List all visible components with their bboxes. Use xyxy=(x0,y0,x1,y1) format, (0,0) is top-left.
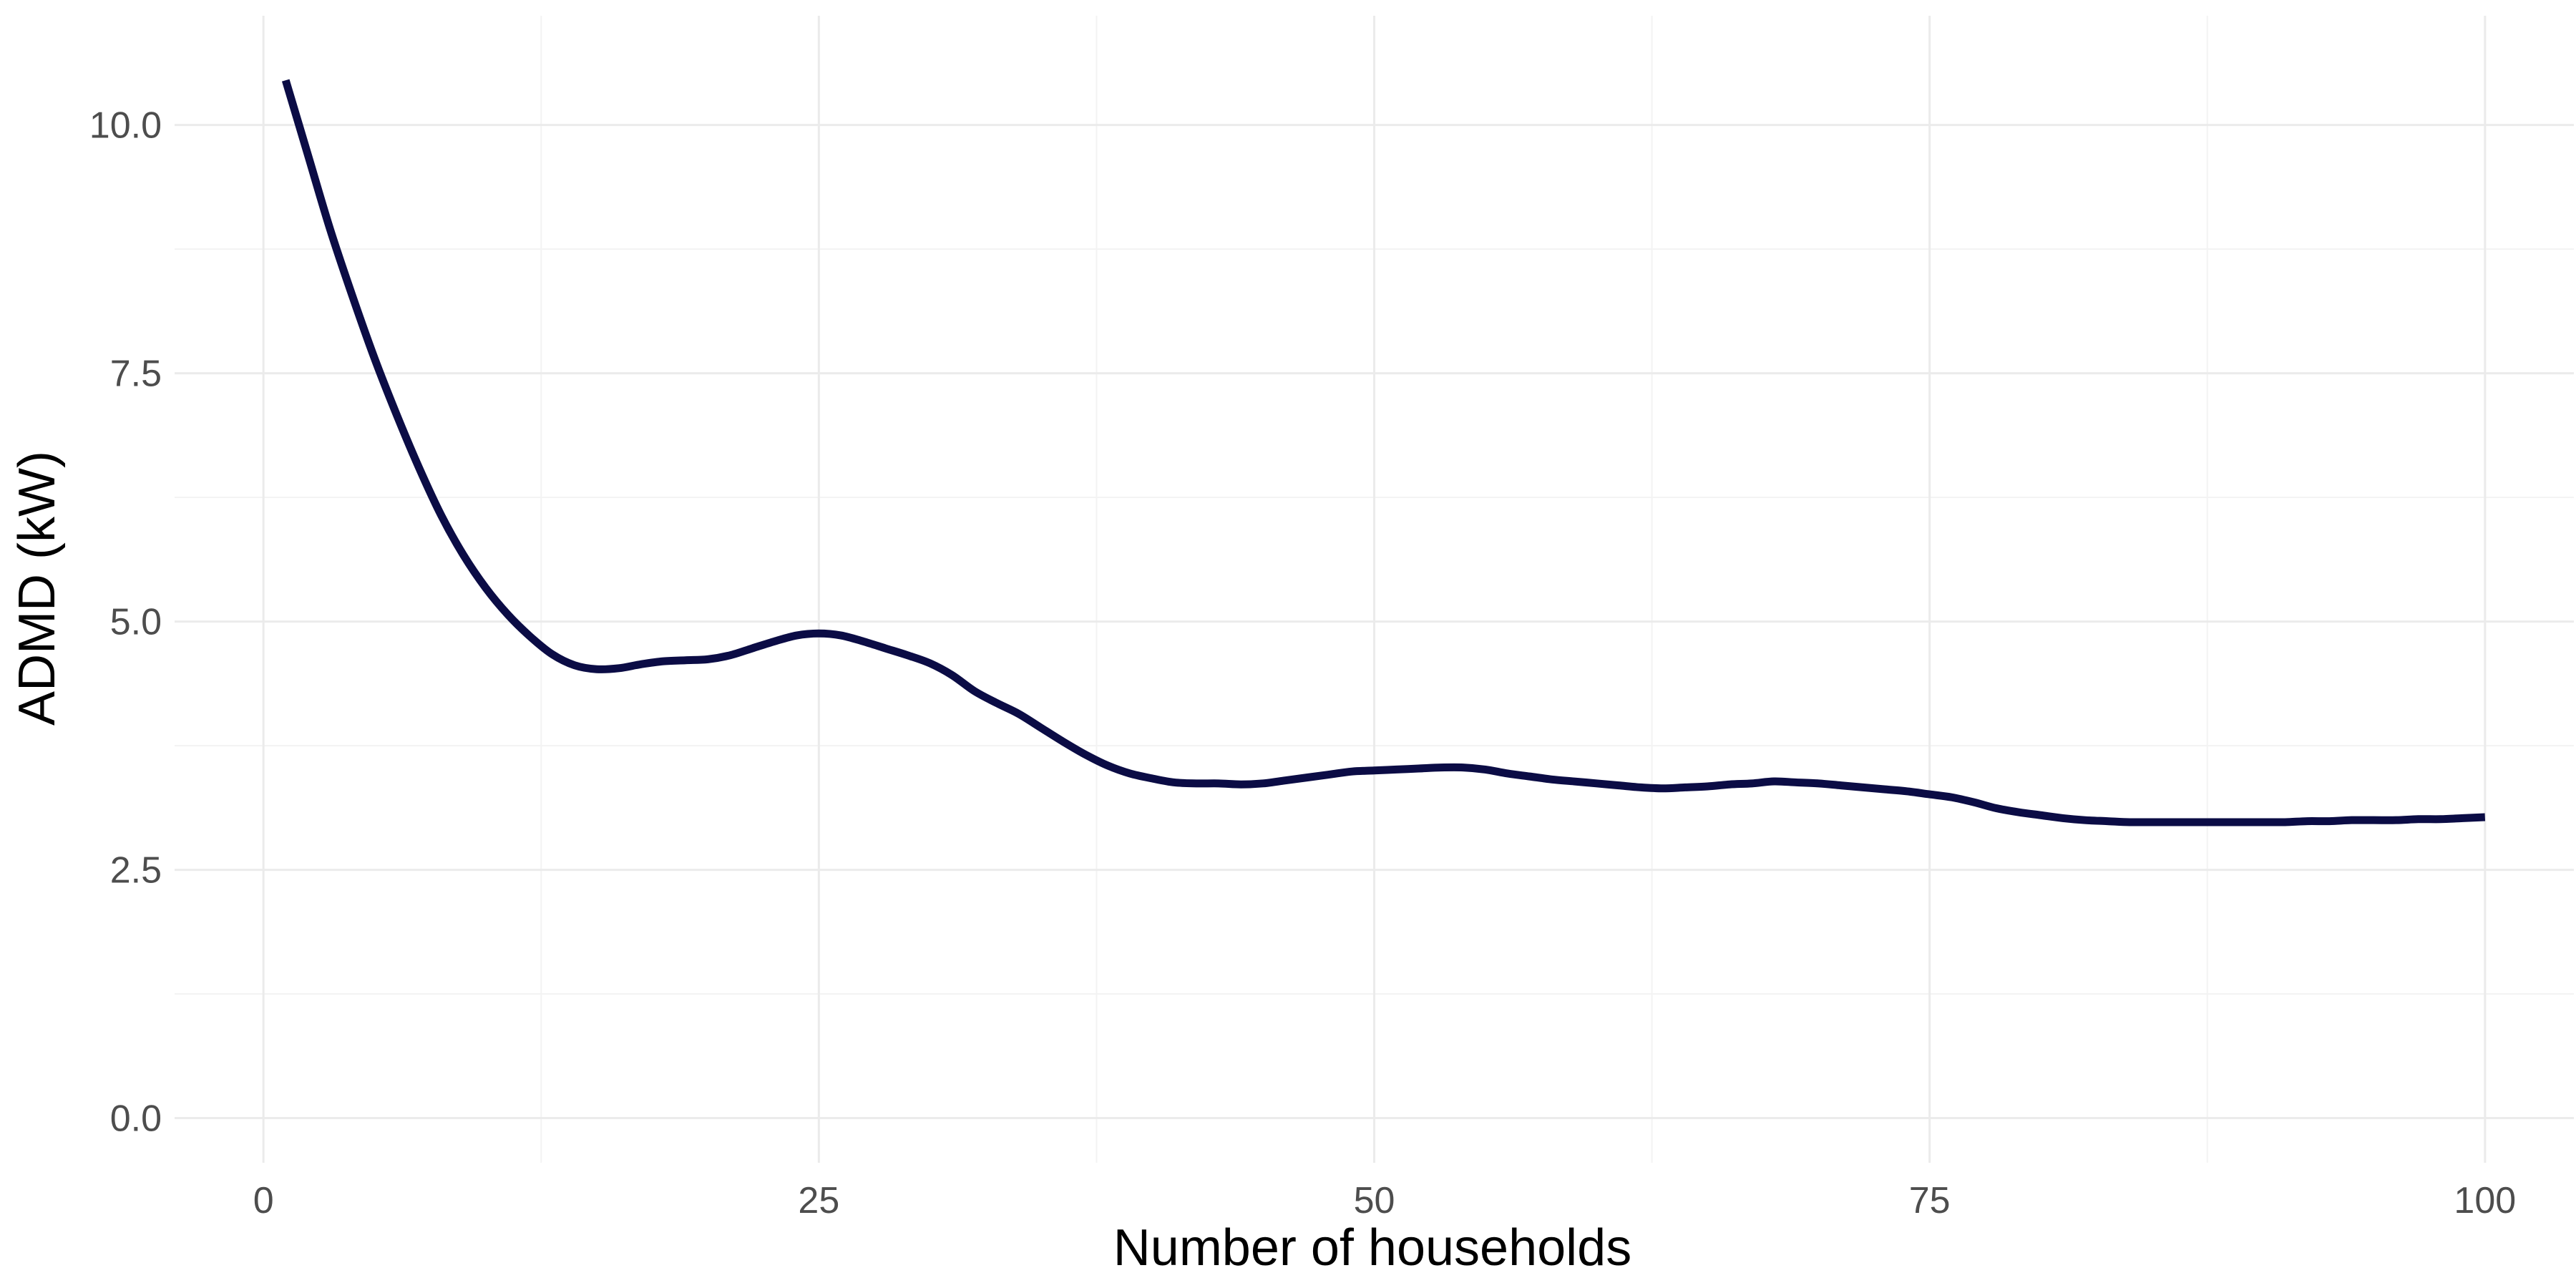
x-axis-title: Number of households xyxy=(1113,1219,1631,1277)
x-tick-label: 50 xyxy=(1354,1180,1395,1221)
y-tick-label: 2.5 xyxy=(110,850,162,892)
x-tick-label: 25 xyxy=(798,1180,839,1221)
y-tick-label: 10.0 xyxy=(89,105,162,147)
x-tick-label: 100 xyxy=(2454,1180,2516,1221)
x-axis-tick-labels: 0 25 50 75 100 xyxy=(253,1180,2516,1221)
y-tick-label: 5.0 xyxy=(110,602,162,643)
y-axis-tick-labels: 0.0 2.5 5.0 7.5 10.0 xyxy=(89,105,162,1140)
major-gridlines xyxy=(175,16,2574,1163)
series-layer xyxy=(281,79,2486,826)
y-tick-label: 7.5 xyxy=(110,353,162,395)
y-tick-label: 0.0 xyxy=(110,1098,162,1140)
x-tick-label: 0 xyxy=(253,1180,274,1221)
series-line xyxy=(281,79,2486,826)
x-tick-label: 75 xyxy=(1909,1180,1951,1221)
y-axis-title: ADMD (kW) xyxy=(9,451,66,726)
